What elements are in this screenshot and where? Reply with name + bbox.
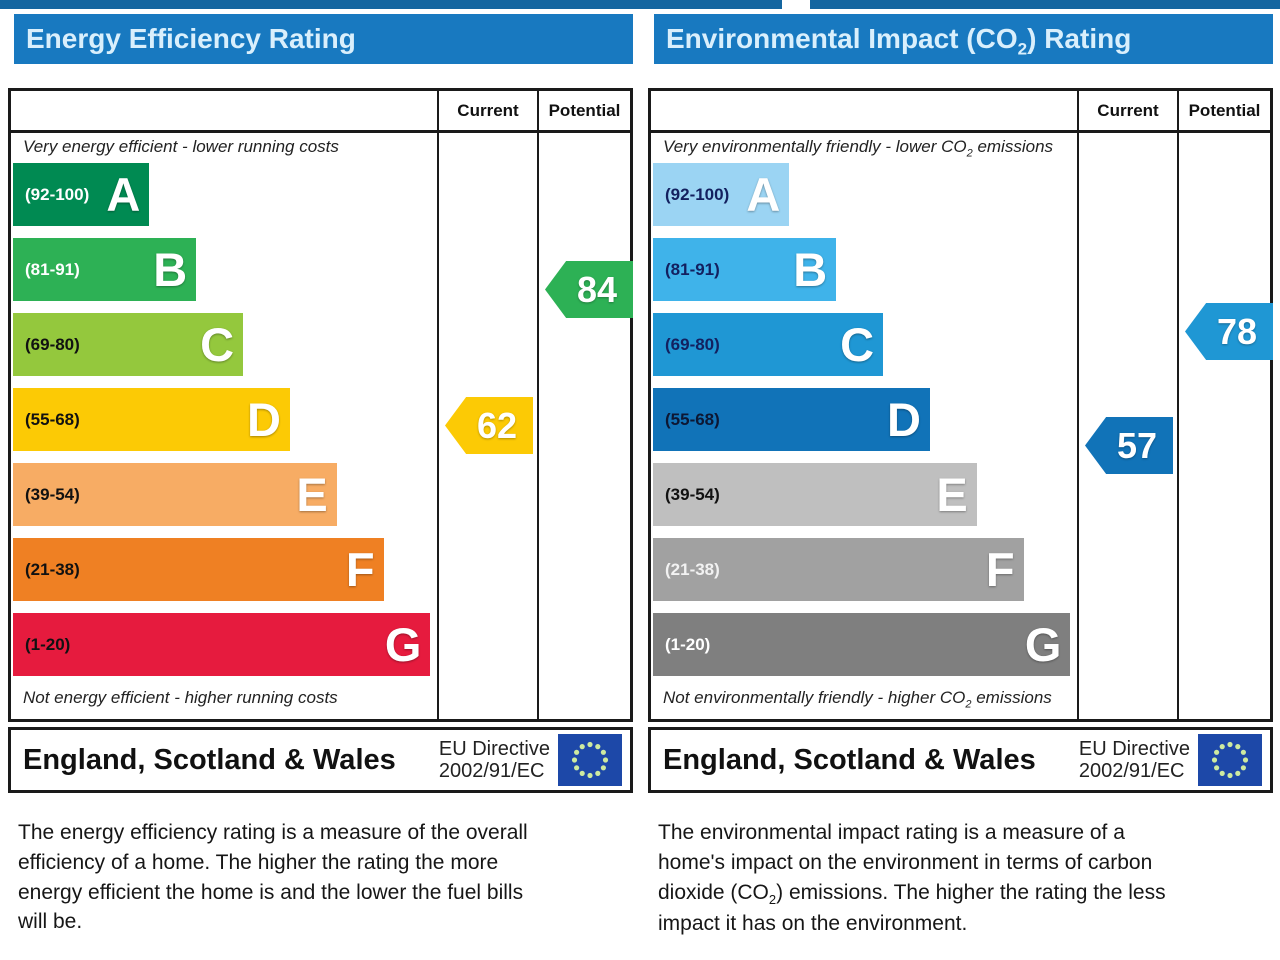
- current-column-header: Current: [437, 91, 537, 130]
- bands-column: Very environmentally friendly - lower CO…: [651, 133, 1077, 719]
- band-a: (92-100) A: [653, 163, 790, 226]
- band-range-label: (81-91): [665, 259, 720, 279]
- band-b: (81-91) B: [653, 238, 837, 301]
- energy-efficiency-panel: Energy Efficiency Rating Current Potenti…: [8, 0, 633, 960]
- band-range-label: (39-54): [665, 484, 720, 504]
- potential-column: [1177, 133, 1270, 719]
- band-g: (1-20) G: [13, 613, 431, 676]
- band-range-label: (1-20): [665, 634, 711, 654]
- eu-directive-label: EU Directive 2002/91/EC: [1078, 737, 1190, 782]
- panel-title-text: Environmental Impact (CO: [666, 23, 1018, 54]
- band-c: (69-80) C: [653, 313, 884, 376]
- region-label: England, Scotland & Wales: [23, 743, 396, 776]
- band-range-label: (55-68): [25, 409, 80, 429]
- top-edge-strip-right: [810, 0, 1280, 9]
- band-letter: F: [985, 543, 1015, 596]
- panel-title: Energy Efficiency Rating: [14, 14, 633, 64]
- band-range-label: (92-100): [25, 184, 90, 204]
- band-range-label: (21-38): [665, 559, 720, 579]
- band-f: (21-38) F: [653, 538, 1024, 601]
- potential-rating-arrow: 78: [1185, 303, 1273, 360]
- band-c: (69-80) C: [13, 313, 244, 376]
- description-text: The energy efficiency rating is a measur…: [18, 821, 528, 934]
- band-range-label: (1-20): [25, 634, 71, 654]
- band-range-label: (69-80): [25, 334, 80, 354]
- potential-column-header: Potential: [1177, 91, 1270, 130]
- rating-table: Current Potential Very environmentally f…: [648, 88, 1273, 722]
- bottom-caption: Not environmentally friendly - higher CO…: [663, 688, 1052, 711]
- band-d: (55-68) D: [653, 388, 930, 451]
- eu-flag-icon: [558, 734, 622, 786]
- band-b: (81-91) B: [13, 238, 197, 301]
- top-caption: Very energy efficient - lower running co…: [23, 137, 339, 156]
- bottom-caption: Not energy efficient - higher running co…: [23, 688, 338, 707]
- band-e: (39-54) E: [653, 463, 977, 526]
- band-range-label: (21-38): [25, 559, 80, 579]
- header-empty-cell: [651, 91, 1077, 130]
- band-f: (21-38) F: [13, 538, 384, 601]
- band-letter: G: [384, 618, 422, 671]
- band-letter: D: [886, 393, 921, 446]
- footer-bar: England, Scotland & Wales EU Directive 2…: [8, 727, 633, 793]
- rating-table-header: Current Potential: [651, 91, 1270, 133]
- band-letter: E: [936, 468, 968, 521]
- header-empty-cell: [11, 91, 437, 130]
- band-range-label: (81-91): [25, 259, 80, 279]
- band-range-label: (92-100): [665, 184, 730, 204]
- current-column-header: Current: [1077, 91, 1177, 130]
- potential-rating-value: 78: [1216, 310, 1258, 352]
- band-letter: A: [106, 168, 141, 221]
- band-letter: B: [793, 243, 828, 296]
- current-rating-arrow: 57: [1085, 417, 1173, 474]
- band-letter: G: [1024, 618, 1062, 671]
- environmental-impact-panel: Environmental Impact (CO2) Rating Curren…: [648, 0, 1273, 960]
- potential-rating-arrow: 84: [545, 261, 633, 318]
- current-rating-value: 57: [1116, 424, 1158, 466]
- current-rating-arrow: 62: [445, 397, 533, 454]
- potential-column-header: Potential: [537, 91, 630, 130]
- band-range-label: (55-68): [665, 409, 720, 429]
- footer-bar: England, Scotland & Wales EU Directive 2…: [648, 727, 1273, 793]
- panel-title-text: Energy Efficiency Rating: [26, 23, 356, 54]
- bands-column: Very energy efficient - lower running co…: [11, 133, 437, 719]
- band-range-label: (39-54): [25, 484, 80, 504]
- top-caption: Very environmentally friendly - lower CO…: [663, 137, 1054, 160]
- eu-directive-label: EU Directive 2002/91/EC: [438, 737, 550, 782]
- band-letter: B: [153, 243, 188, 296]
- rating-table-header: Current Potential: [11, 91, 630, 133]
- current-rating-value: 62: [476, 404, 518, 446]
- rating-table-body: Very environmentally friendly - lower CO…: [651, 133, 1270, 719]
- top-edge-strip-left: [0, 0, 782, 9]
- band-range-label: (69-80): [665, 334, 720, 354]
- band-letter: C: [200, 318, 235, 371]
- current-column: [1077, 133, 1177, 719]
- band-letter: E: [296, 468, 328, 521]
- band-letter: C: [840, 318, 875, 371]
- band-letter: D: [246, 393, 281, 446]
- panel-title: Environmental Impact (CO2) Rating: [654, 14, 1273, 64]
- band-d: (55-68) D: [13, 388, 290, 451]
- rating-table-body: Very energy efficient - lower running co…: [11, 133, 630, 719]
- description-text: The environmental impact rating is a mea…: [658, 821, 1166, 936]
- band-a: (92-100) A: [13, 163, 150, 226]
- current-column: [437, 133, 537, 719]
- band-letter: A: [746, 168, 781, 221]
- potential-column: [537, 133, 630, 719]
- band-e: (39-54) E: [13, 463, 337, 526]
- rating-table: Current Potential Very energy efficient …: [8, 88, 633, 722]
- eu-flag-icon: [1198, 734, 1262, 786]
- band-g: (1-20) G: [653, 613, 1071, 676]
- region-label: England, Scotland & Wales: [663, 743, 1036, 776]
- potential-rating-value: 84: [576, 268, 618, 310]
- band-letter: F: [345, 543, 375, 596]
